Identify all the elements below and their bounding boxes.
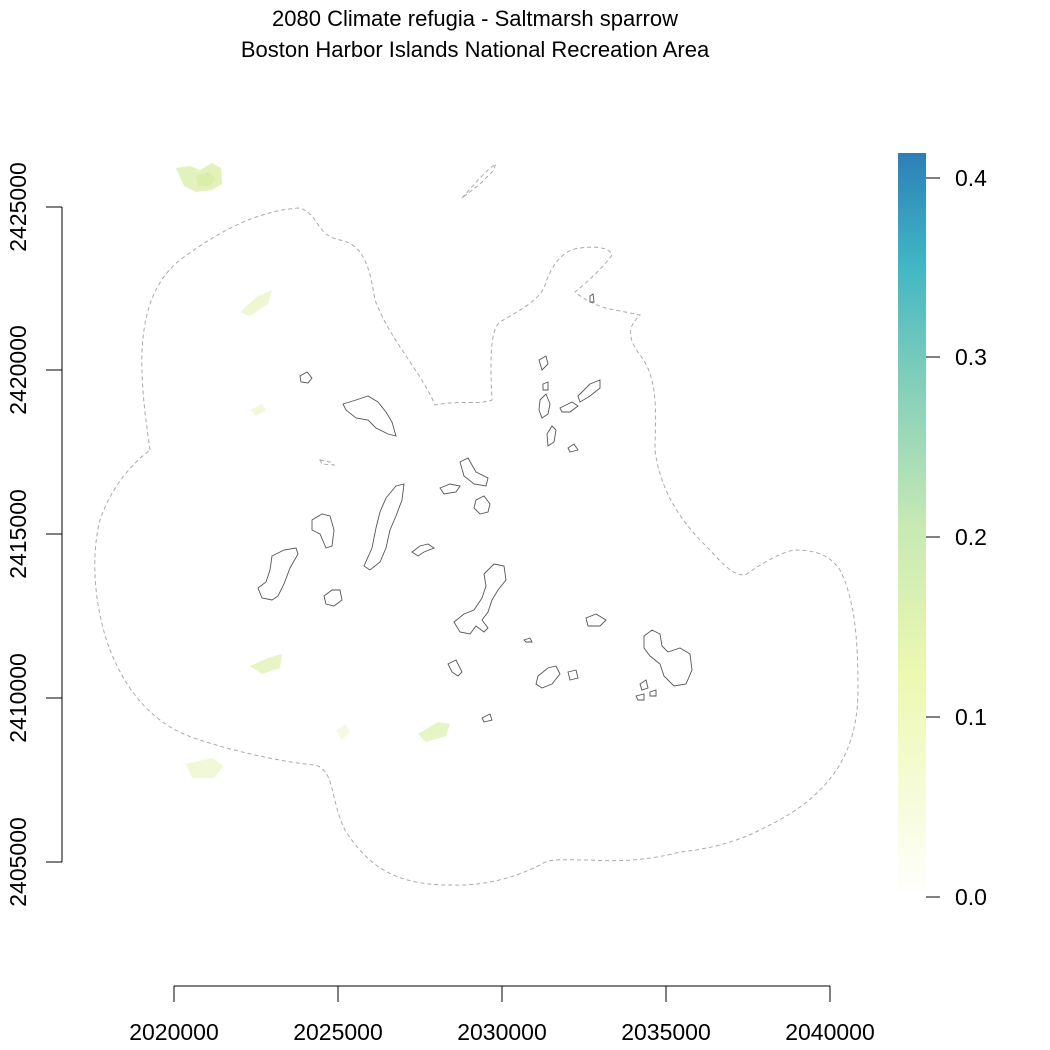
y-tick-label: 2405000 bbox=[5, 817, 31, 907]
legend-tick-label: 0.2 bbox=[955, 524, 987, 550]
island bbox=[439, 483, 461, 495]
x-tick-label: 2020000 bbox=[129, 1019, 219, 1045]
island bbox=[459, 457, 489, 487]
island bbox=[447, 659, 463, 677]
x-tick-label: 2035000 bbox=[621, 1019, 711, 1045]
x-axis: 2020000 2025000 2030000 2035000 2040000 bbox=[129, 985, 875, 1045]
legend-tick-label: 0.1 bbox=[955, 704, 987, 730]
island bbox=[481, 713, 493, 723]
island bbox=[546, 425, 557, 447]
x-tick-label: 2025000 bbox=[293, 1019, 383, 1045]
refugia-patch bbox=[418, 722, 450, 742]
island bbox=[523, 637, 533, 643]
island bbox=[542, 381, 549, 391]
park-boundary-fragment bbox=[461, 162, 498, 199]
refugia-patch bbox=[250, 404, 266, 416]
island bbox=[577, 379, 601, 403]
refugia-raster bbox=[176, 163, 450, 778]
legend-color-bar bbox=[898, 153, 926, 897]
island bbox=[342, 395, 397, 437]
island bbox=[473, 495, 491, 515]
map-subtitle: Boston Harbor Islands National Recreatio… bbox=[241, 37, 710, 62]
island bbox=[299, 371, 313, 384]
island bbox=[453, 563, 507, 635]
refugia-patch bbox=[250, 654, 282, 674]
legend: 0.0 0.1 0.2 0.3 0.4 bbox=[898, 153, 987, 910]
legend-tick-label: 0.3 bbox=[955, 344, 987, 370]
island bbox=[538, 393, 551, 419]
island bbox=[535, 665, 561, 689]
island bbox=[649, 689, 657, 697]
y-tick-label: 2410000 bbox=[5, 653, 31, 743]
refugia-patch bbox=[240, 290, 272, 316]
y-axis: 2405000 2410000 2415000 2420000 2425000 bbox=[5, 162, 63, 907]
island bbox=[559, 401, 579, 413]
island bbox=[639, 679, 649, 691]
refugia-patch bbox=[196, 172, 216, 186]
park-boundary bbox=[94, 207, 859, 886]
y-tick-label: 2420000 bbox=[5, 325, 31, 415]
island bbox=[363, 483, 405, 571]
map-title: 2080 Climate refugia - Saltmarsh sparrow bbox=[272, 6, 678, 31]
island bbox=[567, 443, 579, 453]
park-boundary-fragment bbox=[319, 459, 336, 466]
island bbox=[323, 589, 343, 607]
island bbox=[411, 543, 435, 557]
island bbox=[585, 613, 607, 627]
refugia-patch bbox=[186, 758, 224, 778]
island bbox=[567, 669, 579, 681]
y-tick-label: 2415000 bbox=[5, 489, 31, 579]
refugia-patch bbox=[336, 724, 350, 740]
legend-tick-label: 0.0 bbox=[955, 884, 987, 910]
x-tick-label: 2040000 bbox=[785, 1019, 875, 1045]
y-tick-label: 2425000 bbox=[5, 162, 31, 252]
legend-tick-label: 0.4 bbox=[955, 165, 987, 191]
x-tick-label: 2030000 bbox=[457, 1019, 547, 1045]
island bbox=[589, 293, 595, 303]
island bbox=[311, 513, 335, 549]
island bbox=[643, 629, 693, 687]
island bbox=[635, 693, 645, 701]
island bbox=[257, 547, 299, 601]
islands bbox=[257, 293, 693, 723]
island bbox=[538, 355, 549, 371]
map-panel bbox=[94, 162, 859, 886]
